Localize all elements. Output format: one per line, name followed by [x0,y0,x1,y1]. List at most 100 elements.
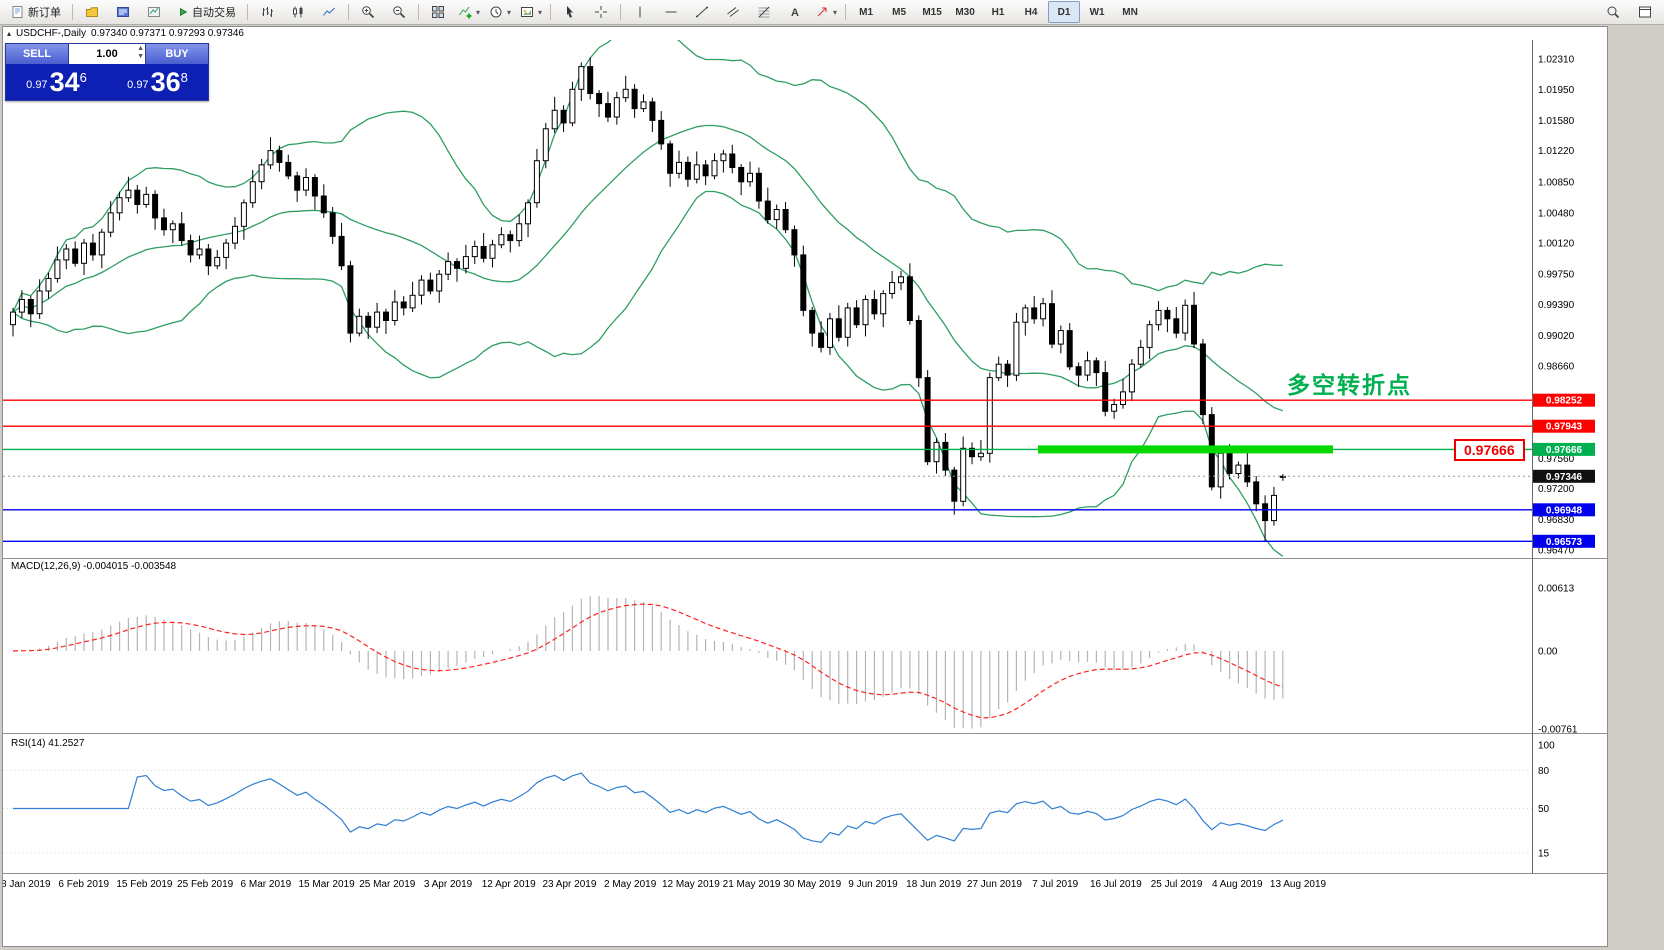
templates-button[interactable]: ▾ [516,1,546,23]
vertical-line-button[interactable] [625,1,655,23]
volume-up-icon[interactable]: ▲ [137,45,144,52]
svg-text:0.99020: 0.99020 [1538,331,1575,342]
sell-price-pip: 6 [79,69,87,85]
autotrading-button[interactable]: 自动交易 [170,1,243,23]
bar-chart-button[interactable] [252,1,282,23]
timeframe-m5-button[interactable]: M5 [892,6,907,18]
indicators-icon [458,5,472,19]
bollinger-bands-layer [12,40,1284,557]
chart-ohlc-quotes: 0.97340 0.97371 0.97293 0.97346 [91,28,244,39]
one-click-trading-panel: SELL 1.00 ▲ ▼ BUY 0.97 34 6 0.97 36 8 [5,43,209,101]
timeframe-d1-button[interactable]: D1 [1048,1,1081,23]
fibonacci-icon [757,5,771,19]
svg-text:7 Jul 2019: 7 Jul 2019 [1032,879,1079,890]
timeframe-m1-button[interactable]: M1 [859,6,874,18]
profiles-button[interactable] [77,1,107,23]
svg-text:15 Feb 2019: 15 Feb 2019 [116,879,173,890]
tile-windows-button[interactable] [423,1,453,23]
macd-signal-line [12,603,1283,719]
main-toolbar: 新订单 自动交易 ▾ ▾ ▾ A ▾ M1 M5 M15 M30 H1 H4 D… [0,0,1664,25]
timeframe-h4-button[interactable]: H4 [1024,6,1038,18]
svg-text:12 Apr 2019: 12 Apr 2019 [482,879,536,890]
new-chart-window-button[interactable] [1630,1,1660,23]
search-button[interactable] [1598,1,1628,23]
indicators-button[interactable]: ▾ [454,1,484,23]
svg-text:25 Feb 2019: 25 Feb 2019 [177,879,234,890]
svg-text:3 Apr 2019: 3 Apr 2019 [424,879,473,890]
rsi-line [13,772,1284,844]
autotrading-label: 自动交易 [192,7,236,19]
terminal-button[interactable] [108,1,138,23]
tile-windows-icon [431,5,445,19]
svg-text:0.99750: 0.99750 [1538,270,1575,281]
strategy-tester-button[interactable] [139,1,169,23]
svg-text:1.02310: 1.02310 [1538,55,1575,66]
sell-price[interactable]: 0.97 34 6 [6,64,107,100]
separator [247,4,248,20]
chart-symbol-period: USDCHF-,Daily [16,28,87,39]
bollinger-middle-band [12,124,1284,412]
volume-input[interactable]: 1.00 ▲ ▼ [68,44,146,64]
timeframe-m30-button[interactable]: M30 [955,6,975,18]
svg-text:50: 50 [1538,804,1550,815]
svg-text:0.96573: 0.96573 [1546,537,1583,548]
dropdown-arrow-icon: ▾ [538,7,543,17]
level-price-tag[interactable]: 0.97666 [1454,439,1525,461]
separator [418,4,419,20]
trendline-button[interactable] [687,1,717,23]
timeframe-w1-button[interactable]: W1 [1089,6,1105,18]
line-chart-button[interactable] [314,1,344,23]
zoom-in-button[interactable] [353,1,383,23]
svg-text:100: 100 [1538,741,1555,752]
sell-price-big: 34 [49,67,80,97]
buy-price[interactable]: 0.97 36 8 [107,64,208,100]
text-label-button[interactable]: A [780,1,810,23]
svg-text:27 Jun 2019: 27 Jun 2019 [967,879,1022,890]
arrows-button[interactable]: ▾ [811,1,841,23]
svg-text:1.01950: 1.01950 [1538,85,1575,96]
new-order-button[interactable]: 新订单 [4,1,68,23]
svg-text:0.00613: 0.00613 [1538,584,1575,595]
buy-button[interactable]: BUY [146,44,208,64]
channel-button[interactable] [718,1,748,23]
timeframe-h1-button[interactable]: H1 [991,6,1005,18]
crosshair-button[interactable] [586,1,616,23]
new-order-label: 新订单 [28,7,61,19]
clock-icon [489,5,503,19]
text-label-icon: A [788,5,802,19]
svg-text:1.01220: 1.01220 [1538,146,1575,157]
chart-canvas[interactable]: 1.023101.019501.015801.012201.008501.004… [3,40,1607,946]
volume-down-icon[interactable]: ▼ [137,53,144,60]
svg-text:-0.00761: -0.00761 [1538,725,1578,736]
svg-text:15: 15 [1538,848,1550,859]
svg-text:28 Jan 2019: 28 Jan 2019 [3,879,51,890]
horizontal-line-button[interactable] [656,1,686,23]
bollinger-upper-band [12,40,1283,313]
timeframe-m15-button[interactable]: M15 [922,6,942,18]
separator [550,4,552,20]
trendline-icon [695,5,709,19]
svg-text:80: 80 [1538,766,1550,777]
sell-button[interactable]: SELL [6,44,68,64]
macd-panel [12,596,1284,729]
buy-price-pip: 8 [180,69,188,85]
svg-text:1.01580: 1.01580 [1538,116,1575,127]
fibonacci-button[interactable] [749,1,779,23]
macd-indicator-label: MACD(12,26,9) -0.004015 -0.003548 [11,561,177,572]
svg-text:0.97943: 0.97943 [1546,422,1583,433]
svg-text:0.97200: 0.97200 [1538,484,1575,495]
svg-text:25 Jul 2019: 25 Jul 2019 [1151,879,1203,890]
periods-button[interactable]: ▾ [485,1,515,23]
timeframe-mn-button[interactable]: MN [1122,6,1138,18]
search-icon [1606,5,1620,19]
cursor-button[interactable] [555,1,585,23]
pivot-annotation-text[interactable]: 多空转折点 [1287,372,1412,398]
zoom-out-button[interactable] [384,1,414,23]
svg-text:6 Feb 2019: 6 Feb 2019 [58,879,109,890]
terminal-icon [116,5,130,19]
horizontal-line-icon [664,5,678,19]
candlestick-chart-button[interactable] [283,1,313,23]
svg-text:1.00850: 1.00850 [1538,177,1575,188]
separator [348,4,349,20]
one-click-panel-toggle-icon[interactable]: ▴ [7,29,12,38]
